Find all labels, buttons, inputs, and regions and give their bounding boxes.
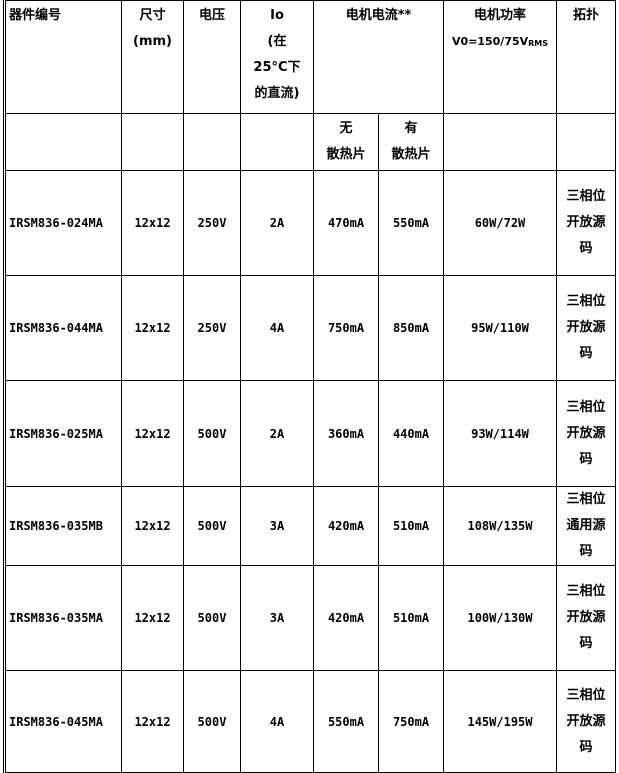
cell-i_no: 550mA: [313, 670, 379, 773]
cell-i_with: 750mA: [378, 670, 444, 773]
cell-voltage: 250V: [183, 275, 241, 381]
empty-cell: [183, 113, 241, 171]
motor-power-condition: V0=150/75V: [451, 35, 529, 48]
cell-size: 12x12: [121, 275, 184, 381]
cell-voltage: 500V: [183, 565, 241, 671]
cell-i_with: 440mA: [378, 380, 444, 487]
cell-power: 93W/114W: [443, 380, 557, 487]
cell-io: 2A: [240, 380, 314, 487]
table-row: IRSM836-035MB 12x12 500V 3A 420mA 510mA 108W/1…: [4, 486, 616, 566]
header-size: 尺寸 (mm): [121, 0, 184, 114]
cell-i_no: 750mA: [313, 275, 379, 381]
cell-i_no: 420mA: [313, 486, 379, 566]
cell-part: IRSM836-044MA: [4, 275, 122, 381]
cell-io: 3A: [240, 486, 314, 566]
header-io: Io (在 25°C下的直流): [240, 0, 314, 114]
cell-i_no: 420mA: [313, 565, 379, 671]
motor-power-label: 电机功率: [473, 8, 526, 23]
cell-size: 12x12: [121, 565, 184, 671]
table-row: IRSM836-045MA 12x12 500V 4A 550mA 750mA 145W/1…: [4, 670, 616, 773]
size-unit: (mm): [133, 34, 172, 49]
cell-voltage: 500V: [183, 486, 241, 566]
cell-topology: 三相位通用源码: [556, 486, 616, 566]
cell-i_no: 360mA: [313, 380, 379, 487]
table-row: IRSM836-035MA 12x12 500V 3A 420mA 510mA 100W/1…: [4, 565, 616, 671]
cell-part: IRSM836-025MA: [4, 380, 122, 487]
cell-part: IRSM836-045MA: [4, 670, 122, 773]
label: 有: [404, 121, 418, 136]
header-motor-power: 电机功率 V0=150/75VRMS: [443, 0, 557, 114]
io-note: (在: [267, 34, 287, 49]
io-note: 25°C下: [253, 60, 301, 75]
empty-cell: [4, 113, 122, 171]
empty-cell: [443, 113, 557, 171]
cell-i_no: 470mA: [313, 170, 379, 276]
header-with-heatsink: 有散热片: [378, 113, 444, 171]
header-motor-current: 电机电流**: [313, 0, 444, 114]
motor-power-subscript: RMS: [528, 39, 549, 48]
header-topology: 拓扑: [556, 0, 616, 114]
cell-topology: 三相位开放源码: [556, 170, 616, 276]
table-row: IRSM836-024MA 12x12 250V 2A 470mA 550mA 60W/72…: [4, 170, 616, 276]
cell-power: 95W/110W: [443, 275, 557, 381]
cell-io: 2A: [240, 170, 314, 276]
cell-i_with: 850mA: [378, 275, 444, 381]
cell-power: 145W/195W: [443, 670, 557, 773]
label: 无: [339, 121, 353, 136]
io-label: Io: [270, 8, 284, 23]
cell-size: 12x12: [121, 670, 184, 773]
cell-size: 12x12: [121, 486, 184, 566]
cell-part: IRSM836-035MA: [4, 565, 122, 671]
cell-topology: 三相位开放源码: [556, 565, 616, 671]
cell-power: 100W/130W: [443, 565, 557, 671]
cell-topology: 三相位开放源码: [556, 380, 616, 487]
header-no-heatsink: 无散热片: [313, 113, 379, 171]
cell-i_with: 550mA: [378, 170, 444, 276]
cell-voltage: 250V: [183, 170, 241, 276]
table-row: IRSM836-044MA 12x12 250V 4A 750mA 850mA 95W/11…: [4, 275, 616, 381]
cell-io: 4A: [240, 275, 314, 381]
cell-topology: 三相位开放源码: [556, 670, 616, 773]
spec-table: 器件编号 尺寸 (mm) 电压 Io (在 25°C下的直流) 电机电流** 电机功率…: [3, 0, 616, 773]
io-note: 的直流): [254, 86, 300, 101]
cell-power: 108W/135W: [443, 486, 557, 566]
label: 散热片: [391, 147, 431, 162]
cell-part: IRSM836-024MA: [4, 170, 122, 276]
cell-size: 12x12: [121, 170, 184, 276]
cell-io: 3A: [240, 565, 314, 671]
cell-topology: 三相位开放源码: [556, 275, 616, 381]
cell-i_with: 510mA: [378, 565, 444, 671]
cell-power: 60W/72W: [443, 170, 557, 276]
cell-part: IRSM836-035MB: [4, 486, 122, 566]
header-voltage: 电压: [183, 0, 241, 114]
header-part: 器件编号: [4, 0, 122, 114]
cell-i_with: 510mA: [378, 486, 444, 566]
cell-size: 12x12: [121, 380, 184, 487]
label: 散热片: [326, 147, 366, 162]
size-label: 尺寸: [139, 8, 166, 23]
cell-voltage: 500V: [183, 670, 241, 773]
cell-io: 4A: [240, 670, 314, 773]
table-row: IRSM836-025MA 12x12 500V 2A 360mA 440mA 93W/11…: [4, 380, 616, 487]
cell-voltage: 500V: [183, 380, 241, 487]
empty-cell: [556, 113, 616, 171]
empty-cell: [121, 113, 184, 171]
empty-cell: [240, 113, 314, 171]
